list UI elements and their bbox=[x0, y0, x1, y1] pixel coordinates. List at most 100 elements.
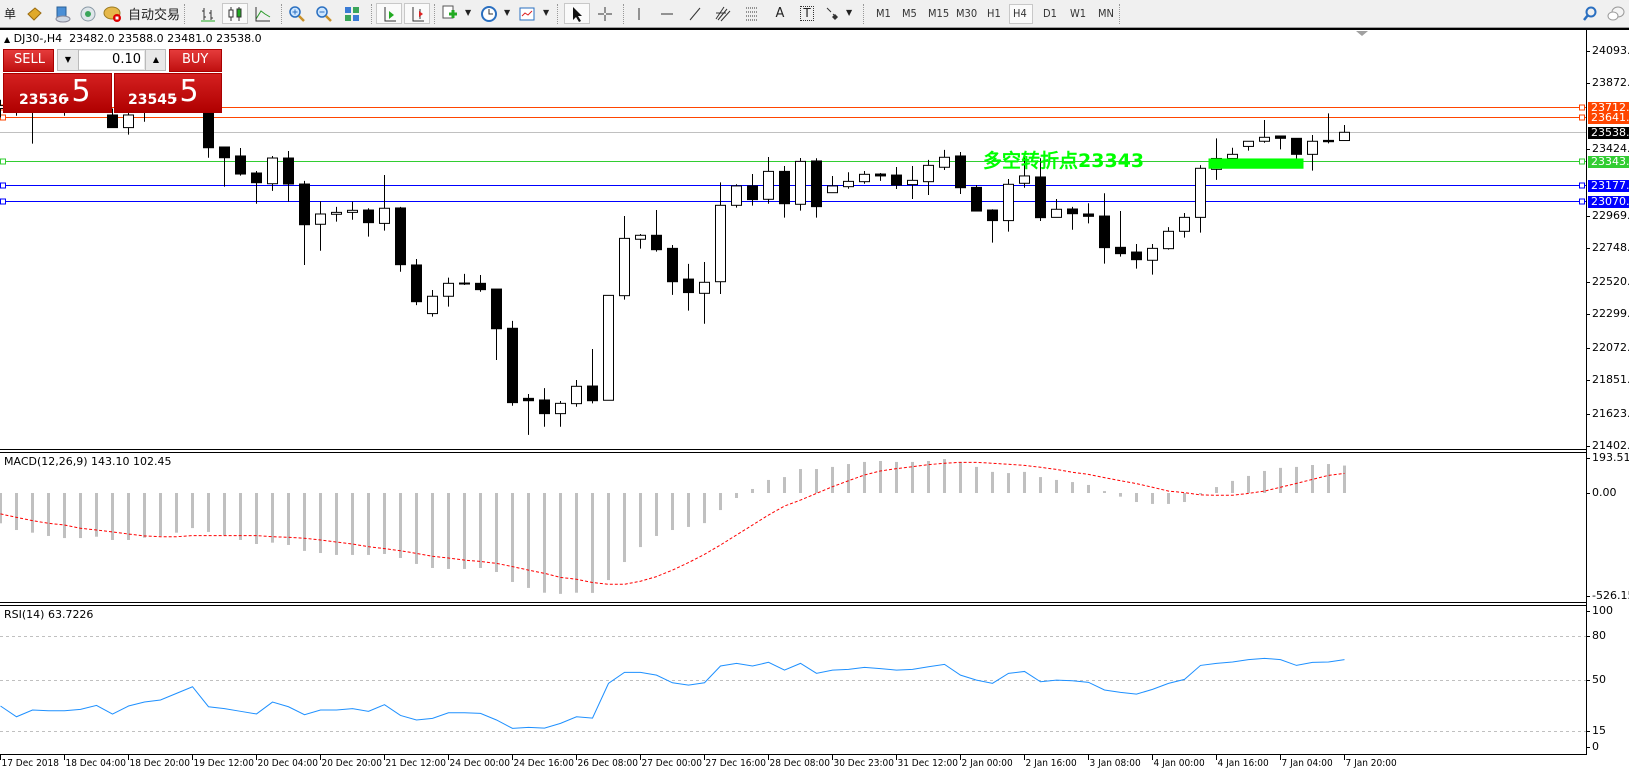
fibonacci-retracement-icon[interactable] bbox=[742, 3, 762, 24]
line-chart-icon[interactable] bbox=[253, 3, 273, 24]
bearish-candle-body bbox=[203, 108, 214, 149]
macd-tick-label: -526.15 bbox=[1592, 589, 1629, 602]
lot-increase-button[interactable]: ▲ bbox=[145, 50, 166, 70]
collapse-triangle-icon[interactable]: ▲ bbox=[4, 35, 11, 44]
bearish-candle-body bbox=[1035, 176, 1046, 219]
macd-histogram-bar bbox=[191, 493, 194, 529]
candle bbox=[1323, 113, 1334, 144]
time-tick-label: 18 Dec 20:00 bbox=[129, 758, 191, 769]
bullish-candle-body bbox=[123, 114, 134, 129]
bullish-candle-body bbox=[1243, 140, 1254, 147]
timeframe-m1[interactable]: M1 bbox=[876, 7, 891, 20]
price-tick-label: 22748.0 bbox=[1592, 241, 1629, 255]
cursor-icon[interactable] bbox=[564, 3, 590, 24]
candle bbox=[1131, 243, 1142, 269]
cloud-server-icon[interactable] bbox=[52, 3, 72, 24]
auto-trading-icon[interactable] bbox=[103, 3, 123, 24]
timeframe-d1[interactable]: D1 bbox=[1043, 7, 1057, 20]
lot-decrease-button[interactable]: ▼ bbox=[58, 50, 79, 70]
search-icon[interactable] bbox=[1580, 3, 1600, 24]
bar-chart-icon[interactable] bbox=[198, 3, 218, 24]
chat-icon[interactable] bbox=[1606, 3, 1626, 24]
macd-histogram-bar bbox=[1055, 479, 1058, 493]
chart-shift-icon[interactable] bbox=[404, 3, 430, 24]
timeframe-m15[interactable]: M15 bbox=[928, 7, 950, 20]
trendline-icon[interactable] bbox=[685, 3, 705, 24]
timeframe-mn[interactable]: MN bbox=[1098, 7, 1114, 20]
tile-windows-icon[interactable] bbox=[342, 3, 362, 24]
candle bbox=[1339, 124, 1350, 142]
sell-price-button[interactable]: 23536 .5 bbox=[3, 73, 112, 113]
navigator-icon[interactable] bbox=[24, 3, 44, 24]
autoscroll-icon[interactable] bbox=[376, 3, 402, 24]
bullish-candle-body bbox=[459, 282, 470, 285]
bullish-candle-body bbox=[1227, 153, 1238, 159]
macd-histogram-bar bbox=[863, 461, 866, 493]
fibonacci-fan-icon[interactable] bbox=[713, 3, 733, 24]
level-anchor-handle bbox=[1579, 158, 1585, 165]
macd-histogram-bar bbox=[655, 493, 658, 536]
macd-histogram-bar bbox=[943, 459, 946, 493]
timeframe-h4[interactable]: H4 bbox=[1009, 4, 1033, 24]
text-label-icon[interactable]: T bbox=[797, 3, 817, 24]
time-tick-label: 19 Dec 12:00 bbox=[193, 758, 255, 769]
toolbar-separator bbox=[434, 4, 436, 24]
periods-dropdown-icon[interactable]: ▼ bbox=[504, 8, 511, 17]
toolbar: 单 自动交易 ▼ ▼ ▼ A T ▼ M1 M5 M15 M30 H1 H4 D… bbox=[0, 0, 1629, 28]
templates-icon[interactable] bbox=[517, 3, 537, 24]
timeframe-h1[interactable]: H1 bbox=[987, 7, 1001, 20]
indicators-dropdown-icon[interactable]: ▼ bbox=[465, 8, 472, 17]
candle bbox=[395, 206, 406, 272]
macd-histogram-bar bbox=[511, 493, 514, 582]
macd-histogram-bar bbox=[607, 493, 610, 581]
time-tick-label: 30 Dec 23:00 bbox=[833, 758, 895, 769]
zoom-in-icon[interactable] bbox=[287, 3, 307, 24]
crosshair-icon[interactable] bbox=[595, 3, 615, 24]
time-tick-label: 7 Jan 04:00 bbox=[1281, 758, 1333, 769]
buy-price-button[interactable]: 23545 .5 bbox=[114, 73, 222, 113]
macd-histogram-bar bbox=[1087, 484, 1090, 493]
candle bbox=[299, 180, 310, 265]
time-tick-label: 28 Dec 08:00 bbox=[769, 758, 831, 769]
periods-icon[interactable] bbox=[479, 3, 499, 24]
arrows-dropdown-icon[interactable]: ▼ bbox=[846, 8, 853, 17]
candle bbox=[571, 379, 582, 407]
signals-icon[interactable] bbox=[78, 3, 98, 24]
macd-histogram-bar bbox=[1023, 471, 1026, 493]
macd-histogram-bar bbox=[415, 493, 418, 564]
rsi-line bbox=[0, 657, 1345, 729]
templates-dropdown-icon[interactable]: ▼ bbox=[543, 8, 550, 17]
chart-annotation-text[interactable]: 多空转折点23343 bbox=[983, 150, 1145, 172]
sell-button[interactable]: SELL bbox=[3, 49, 54, 72]
candle bbox=[763, 156, 774, 204]
timeframe-m5[interactable]: M5 bbox=[902, 7, 917, 20]
timeframe-w1[interactable]: W1 bbox=[1070, 7, 1087, 20]
horizontal-line-icon[interactable] bbox=[657, 3, 677, 24]
macd-histogram-bar bbox=[1343, 465, 1346, 493]
bullish-candle-body bbox=[635, 234, 646, 240]
macd-histogram-bar bbox=[927, 460, 930, 493]
bullish-candle-body bbox=[731, 185, 742, 206]
zoom-out-icon[interactable] bbox=[314, 3, 334, 24]
indicators-icon[interactable] bbox=[440, 3, 460, 24]
macd-histogram-bar bbox=[495, 493, 498, 573]
bullish-candle-body bbox=[1051, 208, 1062, 218]
level-anchor-handle bbox=[1579, 198, 1585, 205]
bearish-candle-body bbox=[683, 278, 694, 294]
candle bbox=[683, 263, 694, 311]
timeframe-m30[interactable]: M30 bbox=[956, 7, 978, 20]
vertical-line-icon[interactable] bbox=[629, 3, 649, 24]
menu-fragment[interactable]: 单 bbox=[0, 3, 20, 24]
bearish-candle-body bbox=[539, 399, 550, 415]
auto-trading-button[interactable]: 自动交易 bbox=[128, 3, 180, 24]
macd-histogram-bar bbox=[431, 493, 434, 568]
bullish-candle-body bbox=[1179, 216, 1190, 232]
arrows-icon[interactable] bbox=[822, 3, 842, 24]
candlestick-icon[interactable] bbox=[222, 3, 248, 24]
text-icon[interactable]: A bbox=[770, 3, 790, 24]
macd-histogram-bar bbox=[303, 493, 306, 551]
buy-button[interactable]: BUY bbox=[169, 49, 222, 72]
lot-input[interactable]: 0.10 bbox=[79, 51, 144, 69]
bullish-candle-body bbox=[699, 281, 710, 294]
